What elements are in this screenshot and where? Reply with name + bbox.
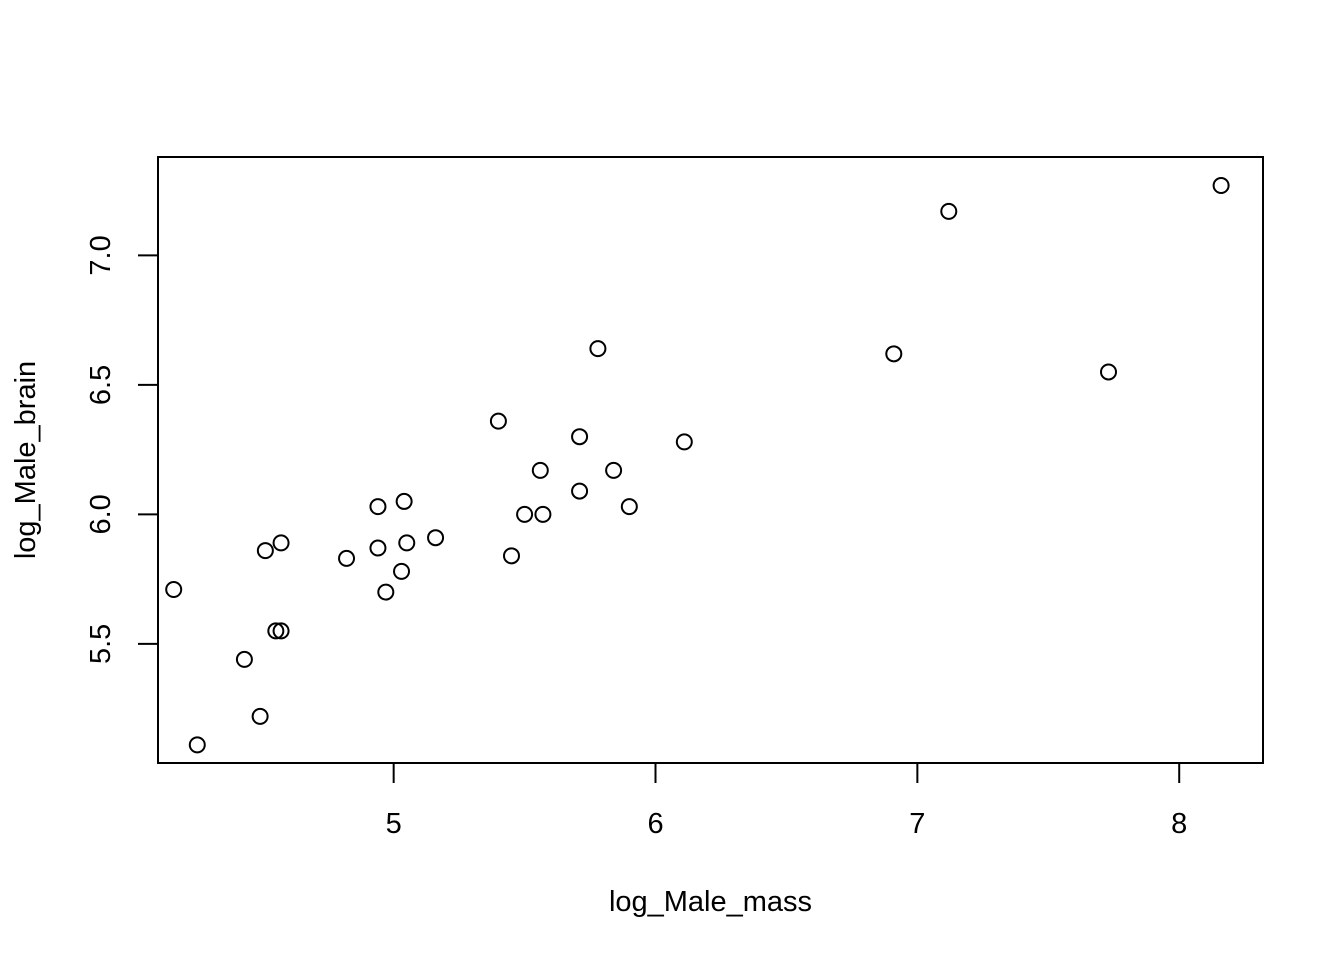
data-point [534, 505, 552, 523]
data-point [267, 622, 285, 640]
data-point [675, 433, 693, 451]
data-point [516, 505, 534, 523]
data-point [251, 707, 269, 725]
data-point [1212, 176, 1230, 194]
data-point [502, 547, 520, 565]
x-axis: 5 6 7 8 [386, 762, 1187, 840]
y-axis: 5.5 6.0 6.5 7.0 [85, 235, 159, 664]
data-point [571, 428, 589, 446]
y-tick-label: 6.0 [85, 494, 117, 534]
data-point [571, 482, 589, 500]
y-tick-label: 5.5 [85, 624, 117, 664]
data-point [940, 202, 958, 220]
data-point [188, 736, 206, 754]
data-point [272, 622, 290, 640]
data-point [395, 492, 413, 510]
data-point [165, 580, 183, 598]
data-point [489, 412, 507, 430]
data-point [369, 539, 387, 557]
data-point [235, 650, 253, 668]
data-point [393, 562, 411, 580]
data-point [427, 529, 445, 547]
data-point [885, 345, 903, 363]
y-tick-label: 7.0 [85, 235, 117, 275]
data-point [338, 549, 356, 567]
x-tick-label: 8 [1171, 808, 1187, 840]
data-point [589, 340, 607, 358]
data-point [369, 498, 387, 516]
y-axis-title: log_Male_brain [10, 361, 42, 559]
data-point [620, 498, 638, 516]
data-point [398, 534, 416, 552]
plot-frame [157, 156, 1264, 764]
data-point [531, 461, 549, 479]
x-tick-label: 6 [647, 808, 663, 840]
x-tick-label: 7 [909, 808, 925, 840]
x-axis-title: log_Male_mass [609, 886, 812, 918]
data-point [272, 534, 290, 552]
data-points [165, 176, 1230, 754]
y-tick-label: 6.5 [85, 365, 117, 405]
data-point [256, 542, 274, 560]
data-point [605, 461, 623, 479]
x-tick-label: 5 [386, 808, 402, 840]
data-point [377, 583, 395, 601]
data-point [1100, 363, 1118, 381]
